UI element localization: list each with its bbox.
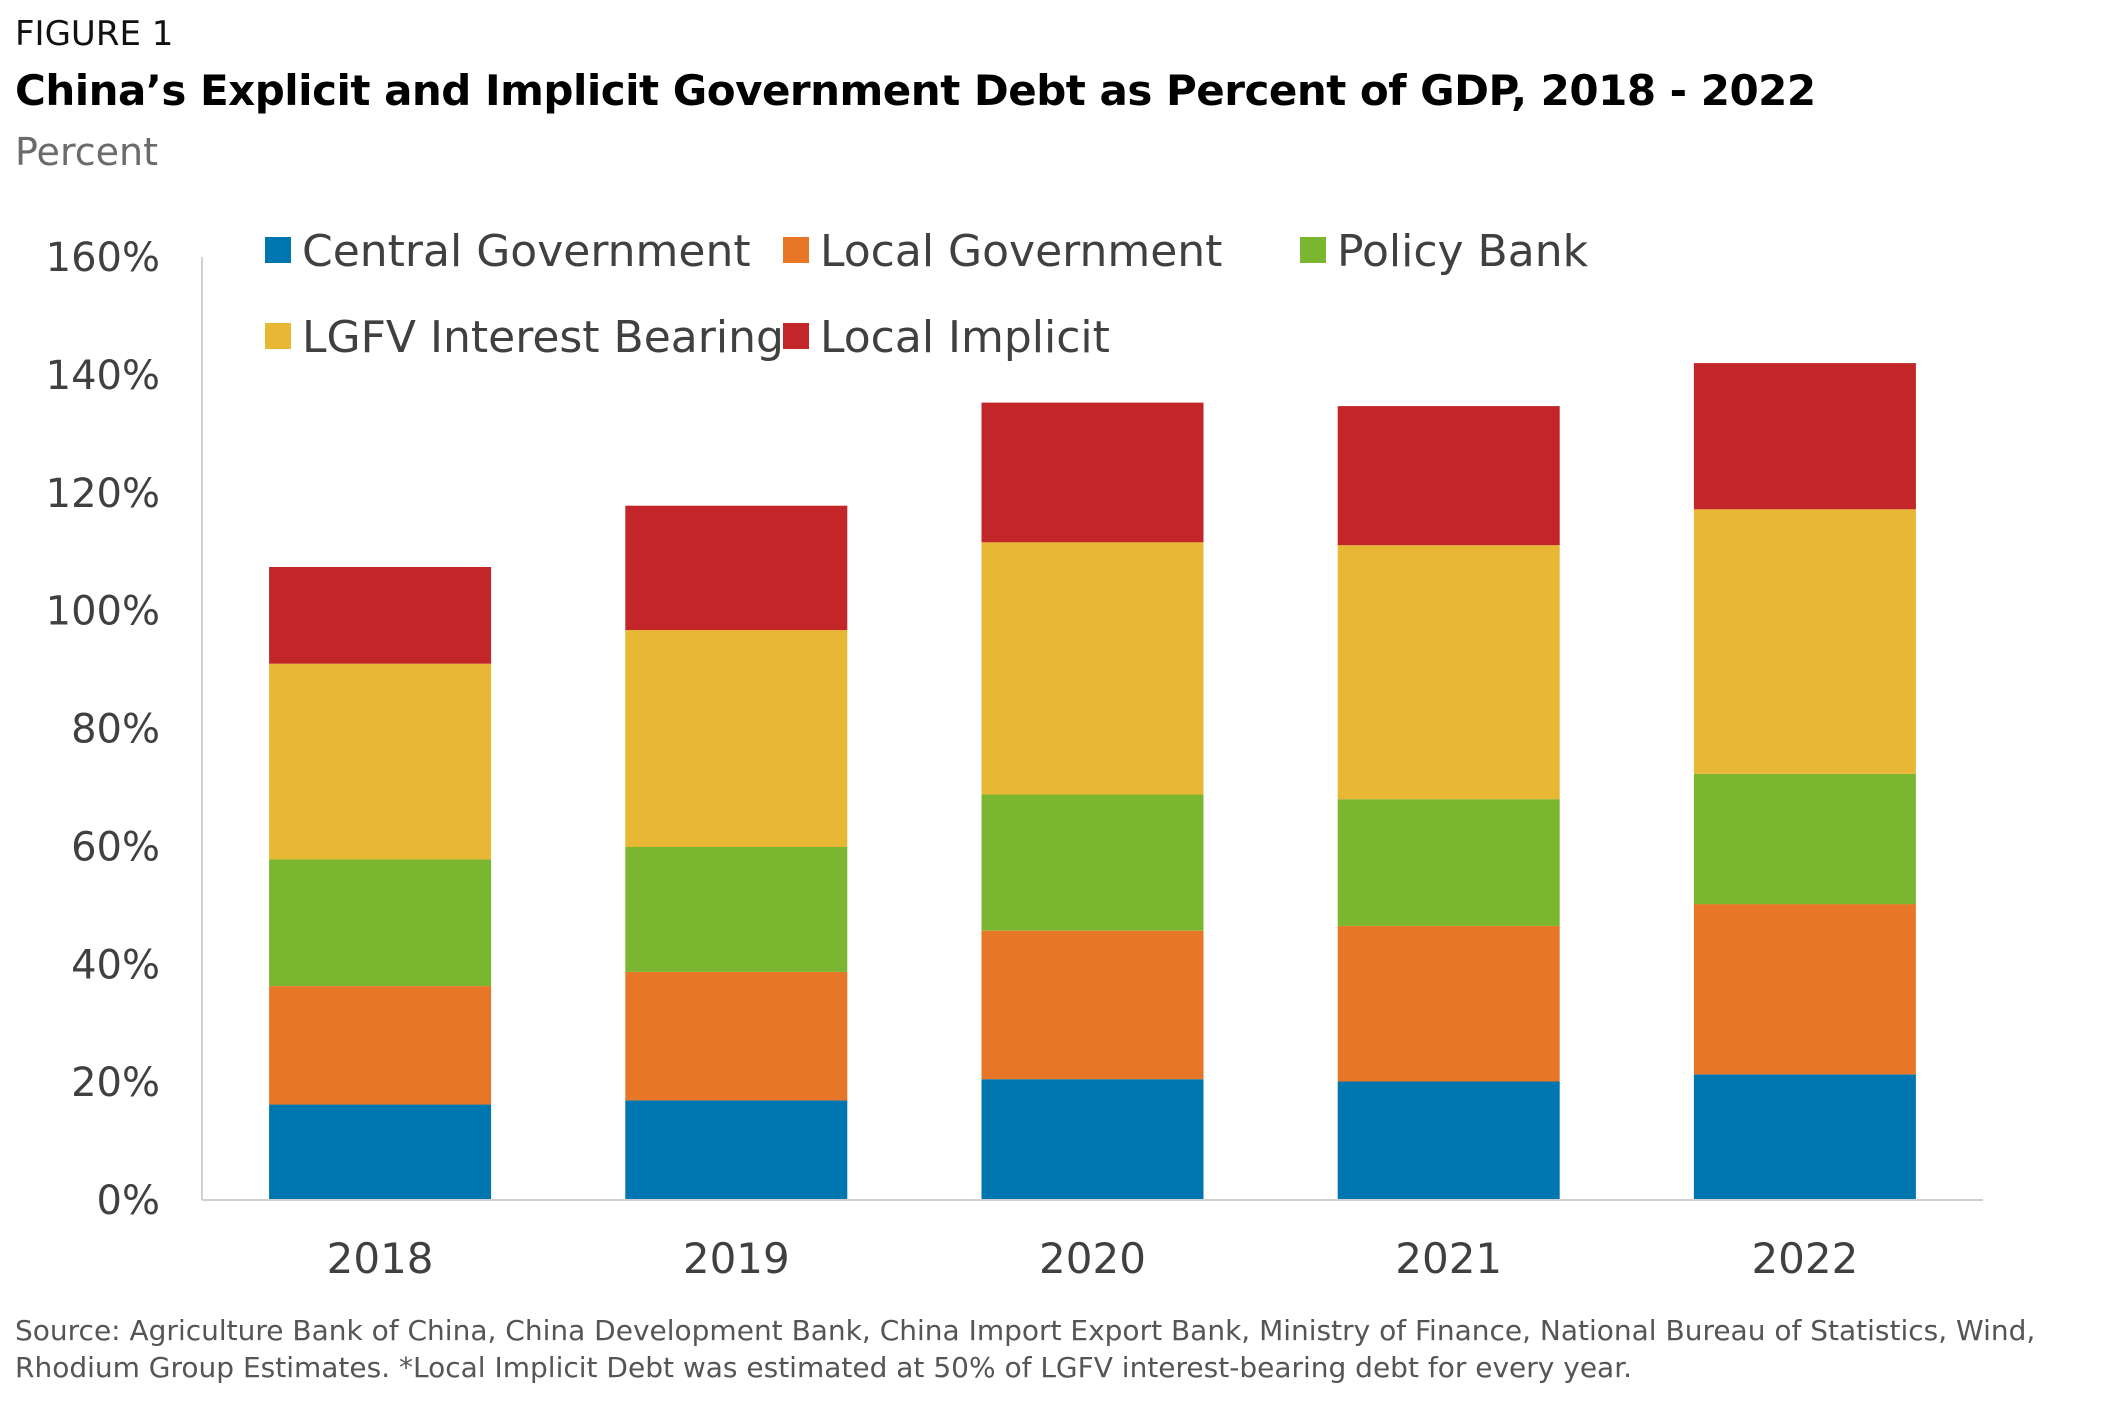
bar-local-implicit-2019 [625,505,848,631]
legend-swatch-local-government [783,237,809,263]
bar-local-government-2021 [1337,925,1560,1082]
y-tick-label-80: 80% [71,707,160,753]
y-tick-label-40: 40% [71,942,160,988]
x-axis-ticks: 2018 2019 2020 2021 2022 [327,1234,1859,1283]
bar-central-government-2022 [1693,1074,1916,1200]
y-axis-ticks: 0% 20% 40% 60% 80% 100% 120% 140% 160% [46,235,160,1224]
bar-lgfv-interest-bearing-2018 [269,663,492,860]
chart-subtitle: Percent [15,130,158,174]
legend-label-lgfv-interest-bearing: LGFV Interest Bearing [302,312,784,363]
legend-label-central-government: Central Government [302,226,751,277]
source-note: Source: Agriculture Bank of China, China… [15,1314,2036,1384]
bar-central-government-2020 [981,1079,1204,1200]
legend-swatch-central-government [265,237,291,263]
bar-central-government-2018 [269,1104,492,1200]
bar-policy-bank-2022 [1693,773,1916,905]
legend: Central Government Local Government Policy… [265,226,1589,363]
bar-local-government-2022 [1693,904,1916,1075]
y-tick-label-160: 160% [46,235,160,281]
x-tick-label-2021: 2021 [1395,1234,1502,1283]
bar-policy-bank-2018 [269,859,492,986]
bar-local-government-2018 [269,986,492,1105]
bar-local-implicit-2018 [269,567,492,664]
legend-swatch-lgfv-interest-bearing [265,323,291,349]
bar-lgfv-interest-bearing-2022 [1693,509,1916,774]
legend-label-policy-bank: Policy Bank [1337,226,1589,277]
legend-swatch-policy-bank [1300,237,1326,263]
legend-swatch-local-implicit [783,323,809,349]
y-tick-label-60: 60% [71,824,160,870]
y-tick-label-20: 20% [71,1060,160,1106]
bar-lgfv-interest-bearing-2019 [625,630,848,847]
y-tick-label-120: 120% [46,471,160,517]
y-tick-label-100: 100% [46,589,160,635]
y-tick-label-0: 0% [97,1178,160,1224]
figure-label: FIGURE 1 [15,14,174,54]
y-tick-label-140: 140% [46,353,160,399]
bar-local-government-2019 [625,971,848,1101]
plot-area [201,257,1983,1201]
bar-local-government-2020 [981,930,1204,1080]
bar-policy-bank-2019 [625,847,848,972]
x-tick-label-2022: 2022 [1751,1234,1858,1283]
legend-label-local-implicit: Local Implicit [820,312,1110,363]
bar-lgfv-interest-bearing-2020 [981,542,1204,795]
bar-lgfv-interest-bearing-2021 [1337,545,1560,800]
x-tick-label-2018: 2018 [327,1234,434,1283]
legend-label-local-government: Local Government [820,226,1222,277]
bar-central-government-2021 [1337,1081,1560,1200]
x-tick-label-2020: 2020 [1039,1234,1146,1283]
x-tick-label-2019: 2019 [683,1234,790,1283]
bar-local-implicit-2021 [1337,406,1560,546]
bar-central-government-2019 [625,1100,848,1200]
chart-title: China’s Explicit and Implicit Government… [15,66,1816,115]
bar-policy-bank-2020 [981,794,1204,931]
bar-local-implicit-2020 [981,402,1204,543]
bar-policy-bank-2021 [1337,799,1560,926]
bar-local-implicit-2022 [1693,363,1916,510]
